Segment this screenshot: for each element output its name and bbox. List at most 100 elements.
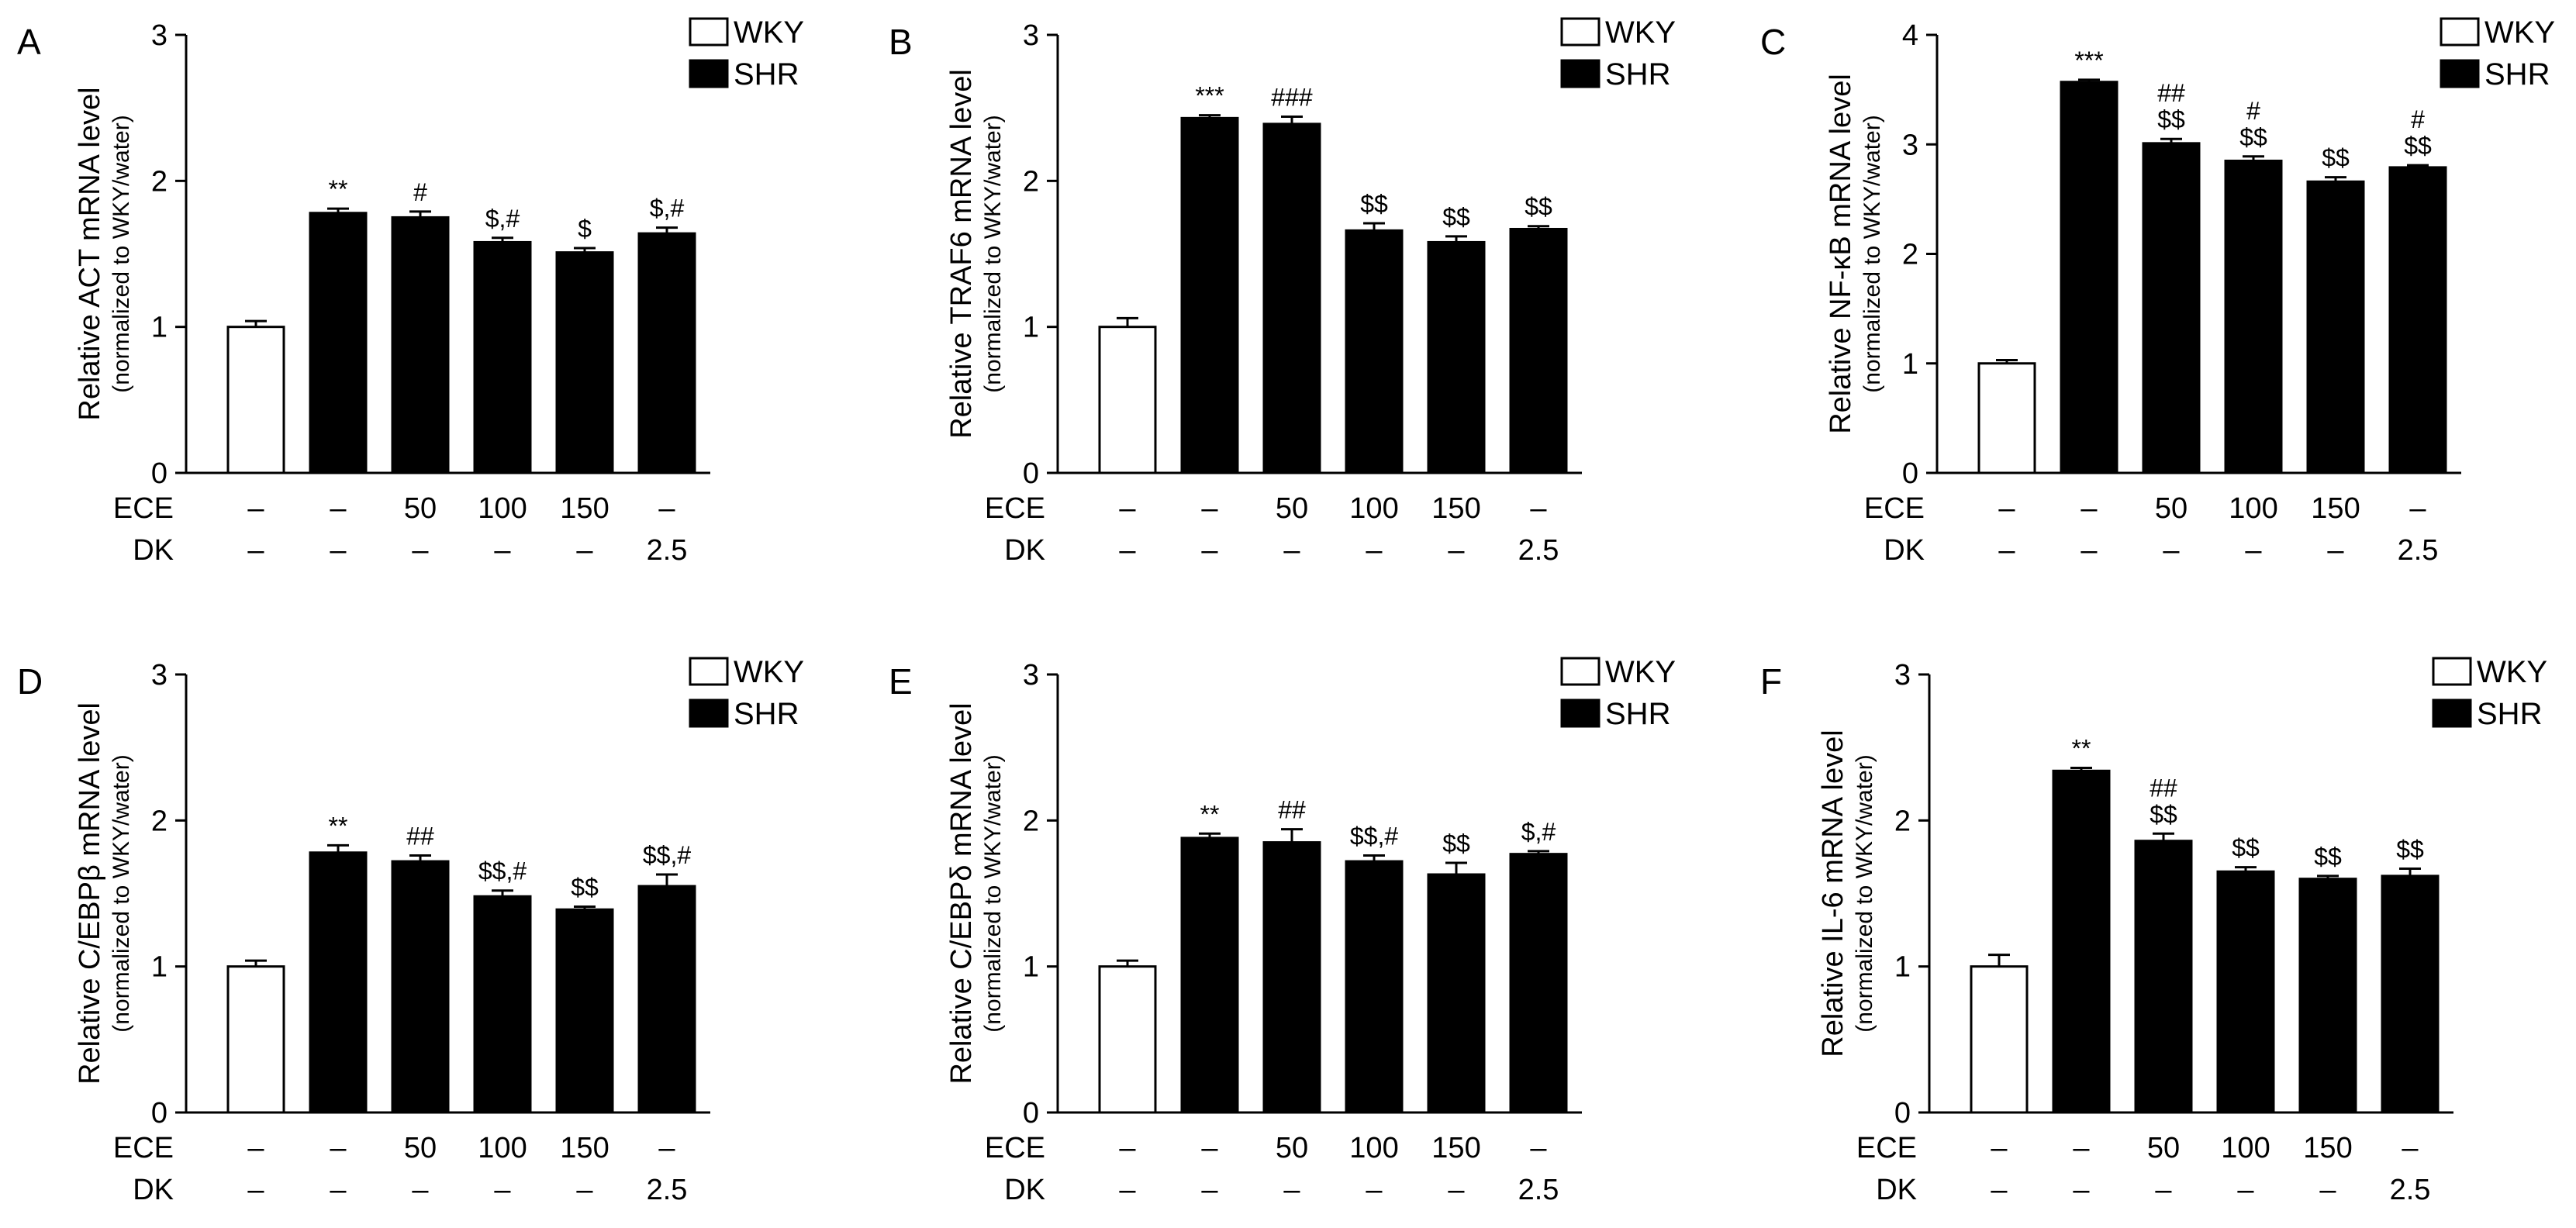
- legend-label: WKY: [2484, 16, 2555, 50]
- bar: [2224, 159, 2283, 474]
- bar: [637, 885, 696, 1114]
- significance-label: $,#: [1521, 818, 1556, 846]
- y-tick-label: 1: [1902, 348, 1918, 381]
- y-tick-label: 3: [1902, 129, 1918, 161]
- significance-label: $$,#: [643, 841, 691, 869]
- panel-letter: A: [17, 22, 41, 62]
- y-tick-label: 1: [1023, 312, 1039, 344]
- y-tick-label: 2: [151, 165, 167, 198]
- x-group-label: ECE: [1856, 1132, 1917, 1164]
- x-tick-label: –: [1119, 492, 1136, 525]
- x-tick-label: –: [658, 1132, 675, 1164]
- x-tick-label: 100: [1349, 1132, 1398, 1164]
- y-axis-title: Relative ACT mRNA level: [74, 87, 106, 420]
- y-axis-title: Relative IL-6 mRNA level: [1817, 730, 1849, 1057]
- significance-label: $$,#: [478, 857, 527, 885]
- x-tick-label: –: [1119, 534, 1136, 567]
- x-tick-label: –: [247, 1132, 264, 1164]
- x-tick-label: –: [1448, 1174, 1465, 1206]
- x-group-label: ECE: [985, 492, 1045, 525]
- y-axis-subtitle: (normalized to WKY/water): [109, 115, 134, 392]
- bar: [1427, 873, 1486, 1114]
- x-tick-label: 2.5: [1518, 534, 1559, 567]
- y-tick-label: 3: [151, 19, 167, 52]
- bar: [1180, 836, 1239, 1114]
- y-tick-label: 0: [1023, 457, 1039, 490]
- x-tick-label: –: [1998, 534, 2015, 567]
- y-axis-title: Relative C/EBPβ mRNA level: [74, 702, 106, 1085]
- x-tick-label: –: [2155, 1174, 2172, 1206]
- bar: [309, 212, 368, 474]
- legend-label: WKY: [1605, 655, 1676, 689]
- significance-label: $$: [2404, 132, 2432, 160]
- x-tick-label: –: [1448, 534, 1465, 567]
- bar: [391, 216, 450, 474]
- y-tick-label: 2: [1023, 165, 1039, 198]
- legend-label: SHR: [1605, 57, 1670, 91]
- legend-swatch: [1560, 657, 1601, 686]
- legend-swatch: [2432, 657, 2472, 686]
- y-tick-label: 1: [1023, 951, 1039, 984]
- y-tick-label: 0: [1894, 1097, 1911, 1130]
- significance-label: $$: [2157, 105, 2185, 133]
- panel-letter: E: [889, 661, 913, 702]
- x-tick-label: 100: [478, 1132, 527, 1164]
- x-tick-label: –: [412, 534, 429, 567]
- x-tick-label: –: [247, 534, 264, 567]
- significance-label: **: [329, 812, 348, 840]
- legend-swatch: [2440, 17, 2480, 47]
- x-tick-label: –: [1366, 1174, 1383, 1206]
- bar: [1180, 116, 1239, 474]
- x-tick-label: –: [2073, 1174, 2090, 1206]
- y-tick-label: 1: [151, 312, 167, 344]
- x-tick-label: 2.5: [1518, 1174, 1559, 1206]
- significance-label: **: [329, 175, 348, 203]
- significance-label: $$: [1442, 203, 1470, 231]
- y-axis-title: Relative NF-κB mRNA level: [1825, 74, 1857, 434]
- significance-label: $,#: [650, 195, 685, 222]
- x-tick-label: –: [658, 492, 675, 525]
- chart-panel-C: C 0 1 2 3 4 Relative NF-κB mRNA level (normaliz…: [1760, 16, 2555, 567]
- bar: [1098, 326, 1157, 474]
- legend-label: SHR: [2484, 57, 2550, 91]
- y-tick-label: 3: [151, 659, 167, 692]
- significance-label: $$: [2239, 123, 2267, 151]
- chart-panel-F: F 0 1 2 3 Relative IL-6 mRNA level (normalized…: [1760, 655, 2547, 1206]
- y-tick-label: 0: [1023, 1097, 1039, 1130]
- y-axis-subtitle: (normalized to WKY/water): [980, 115, 1006, 392]
- x-group-label: DK: [133, 1174, 174, 1206]
- y-tick-label: 3: [1023, 659, 1039, 692]
- significance-label: ##: [2150, 774, 2177, 802]
- x-tick-label: –: [330, 534, 347, 567]
- panel-letter: B: [889, 22, 913, 62]
- x-tick-label: –: [576, 534, 593, 567]
- x-group-label: DK: [1004, 1174, 1045, 1206]
- y-tick-label: 3: [1023, 19, 1039, 52]
- x-tick-label: –: [330, 1174, 347, 1206]
- legend-label: SHR: [1605, 697, 1670, 731]
- x-group-label: DK: [1876, 1174, 1917, 1206]
- x-tick-label: 100: [2229, 492, 2277, 525]
- y-tick-label: 4: [1902, 19, 1918, 52]
- y-tick-label: 2: [151, 805, 167, 837]
- significance-label: ***: [2074, 47, 2103, 74]
- x-tick-label: 150: [1431, 492, 1480, 525]
- x-tick-label: –: [2080, 534, 2098, 567]
- bar: [1098, 965, 1157, 1114]
- x-tick-label: –: [2163, 534, 2180, 567]
- bar: [2216, 870, 2275, 1114]
- legend-swatch: [1560, 699, 1601, 728]
- significance-label: #: [2411, 105, 2425, 133]
- y-axis-subtitle: (normalized to WKY/water): [980, 754, 1006, 1032]
- significance-label: **: [1200, 800, 1220, 828]
- x-group-label: DK: [1004, 534, 1045, 567]
- x-tick-label: 2.5: [2390, 1174, 2431, 1206]
- chart-panel-A: A 0 1 2 3 Relative ACT mRNA level (normalized …: [17, 16, 804, 567]
- x-group-label: ECE: [113, 492, 174, 525]
- legend-label: WKY: [734, 655, 804, 689]
- significance-label: ###: [1271, 83, 1313, 111]
- x-tick-label: –: [576, 1174, 593, 1206]
- bar: [1262, 122, 1321, 474]
- panel-letter: D: [17, 661, 43, 702]
- x-tick-label: –: [494, 1174, 511, 1206]
